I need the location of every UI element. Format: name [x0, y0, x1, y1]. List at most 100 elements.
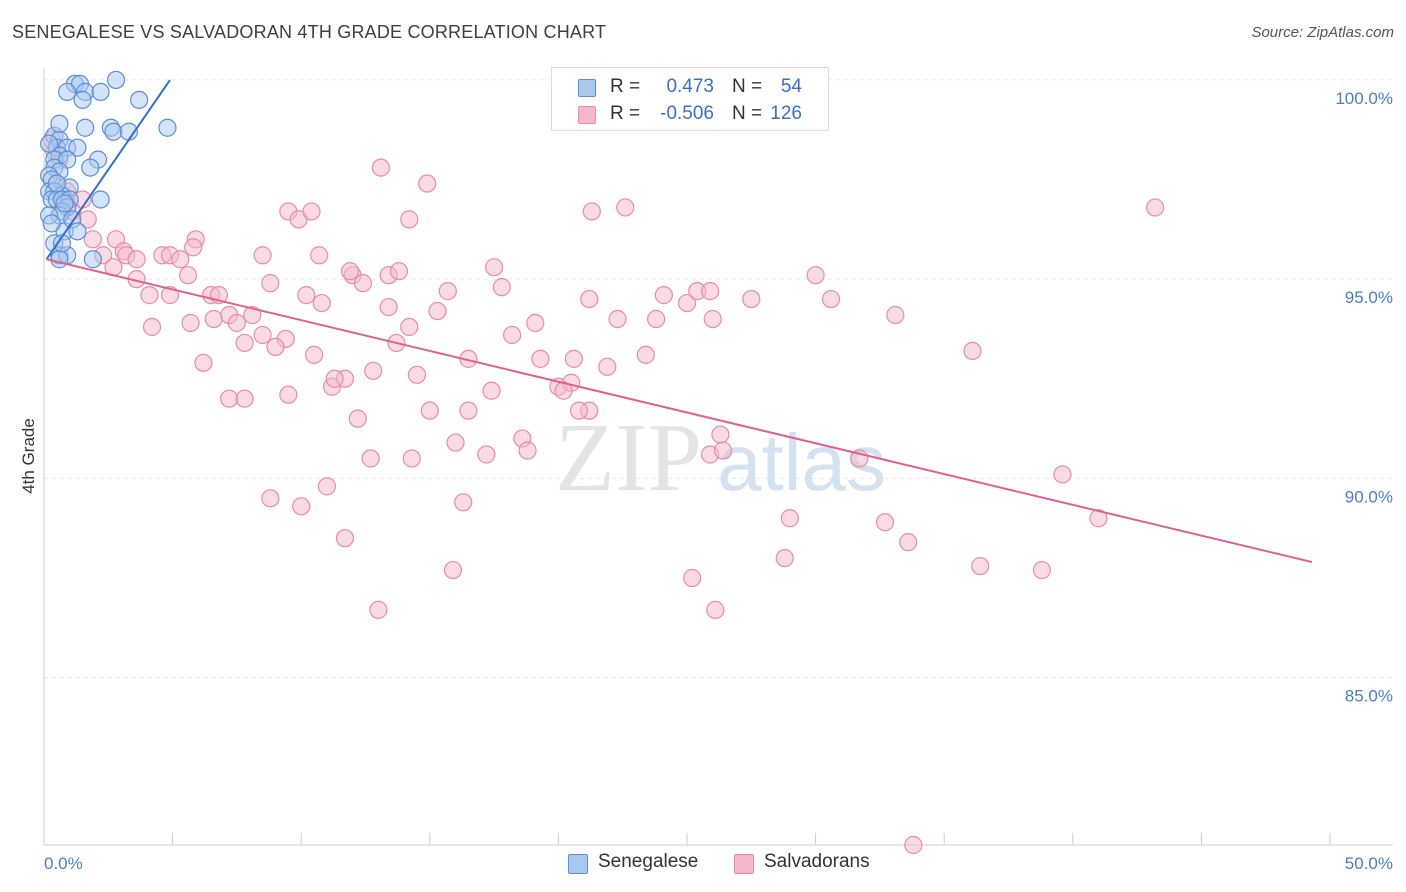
point-salvadorans — [279, 385, 298, 404]
point-salvadorans — [485, 258, 504, 277]
y-tick-label: 100.0% — [1335, 89, 1393, 108]
point-senegalese — [104, 122, 123, 141]
point-salvadorans — [971, 556, 990, 576]
legend-r-label: R = — [610, 103, 641, 124]
point-salvadorans — [348, 409, 367, 428]
x-tick-label: 0.0% — [44, 854, 83, 873]
point-salvadorans — [780, 509, 799, 528]
point-salvadorans — [407, 365, 427, 384]
point-salvadorans — [677, 293, 697, 313]
point-senegalese — [83, 250, 102, 269]
point-salvadorans — [904, 835, 923, 855]
point-salvadorans — [243, 305, 262, 325]
point-senegalese — [52, 234, 72, 253]
point-senegalese — [40, 134, 59, 153]
chart-title: SENEGALESE VS SALVADORAN 4TH GRADE CORRE… — [12, 22, 607, 42]
point-salvadorans — [292, 497, 311, 516]
legend-r-value: -0.506 — [660, 103, 714, 124]
y-tick-labels: 85.0% 90.0% 95.0% 100.0% — [1335, 89, 1393, 706]
point-salvadorans — [564, 349, 583, 368]
point-salvadorans — [443, 560, 463, 580]
point-salvadorans — [420, 401, 439, 420]
point-salvadorans — [701, 282, 720, 301]
point-senegalese — [50, 250, 69, 269]
point-salvadorans — [142, 317, 162, 337]
point-salvadorans — [400, 210, 419, 229]
y-tick-label: 95.0% — [1345, 288, 1393, 307]
point-salvadorans — [569, 401, 589, 420]
point-salvadorans — [683, 568, 702, 588]
point-senegalese — [106, 70, 126, 90]
point-senegalese — [130, 90, 149, 109]
point-salvadorans — [389, 262, 409, 281]
legend-n-value: 126 — [770, 103, 802, 124]
series-swatch-pink — [734, 854, 754, 874]
point-salvadorans — [580, 289, 599, 309]
y-tick-label: 85.0% — [1345, 687, 1393, 706]
point-salvadorans — [492, 278, 511, 297]
point-salvadorans — [369, 600, 388, 619]
point-salvadorans — [127, 250, 146, 269]
point-salvadorans — [353, 274, 373, 293]
point-salvadorans — [518, 441, 537, 460]
point-salvadorans — [1032, 560, 1052, 580]
point-salvadorans — [482, 381, 501, 400]
point-senegalese — [55, 194, 74, 213]
x-tick-label: 50.0% — [1345, 854, 1393, 873]
point-salvadorans — [477, 445, 496, 464]
point-salvadorans — [325, 369, 344, 388]
point-salvadorans — [775, 548, 794, 568]
point-salvadorans — [899, 533, 918, 552]
watermark-zip: ZIP — [555, 404, 702, 512]
point-salvadorans — [379, 297, 398, 317]
point-salvadorans — [297, 286, 316, 305]
point-senegalese — [91, 82, 110, 101]
point-salvadorans — [266, 337, 285, 357]
point-salvadorans — [340, 262, 360, 281]
y-axis-title: 4th Grade — [19, 418, 38, 494]
point-salvadorans — [310, 246, 329, 265]
legend-row-senegalese: R = 0.473 N = 54 — [552, 75, 828, 101]
point-salvadorans — [503, 325, 522, 345]
point-salvadorans — [261, 274, 280, 293]
point-salvadorans — [454, 493, 473, 512]
point-salvadorans — [371, 158, 391, 177]
watermark: ZIP atlas — [555, 404, 886, 512]
point-senegalese — [76, 118, 95, 137]
point-salvadorans — [438, 282, 457, 301]
legend-row-salvadorans: R = -0.506 N = 126 — [552, 102, 828, 128]
point-senegalese — [91, 190, 110, 209]
point-salvadorans — [711, 425, 730, 444]
point-senegalese — [58, 82, 77, 101]
source-label: Source: ZipAtlas.com — [1251, 24, 1394, 41]
point-salvadorans — [459, 401, 478, 420]
point-salvadorans — [1089, 509, 1108, 528]
point-salvadorans — [317, 477, 337, 496]
trend-line-salvadorans — [46, 258, 1313, 564]
trend-layer — [45, 79, 1313, 564]
series-swatch-blue — [568, 854, 588, 874]
point-salvadorans — [1053, 465, 1072, 484]
point-salvadorans — [227, 313, 246, 333]
point-salvadorans — [181, 313, 200, 333]
point-senegalese — [68, 222, 87, 241]
point-salvadorans — [428, 301, 447, 321]
point-salvadorans — [582, 202, 601, 221]
point-salvadorans — [608, 309, 627, 329]
point-salvadorans — [706, 600, 725, 619]
point-salvadorans — [875, 513, 895, 532]
series-label-salvadorans: Salvadorans — [764, 851, 870, 872]
point-salvadorans — [302, 202, 321, 221]
point-salvadorans — [361, 449, 380, 468]
point-salvadorans — [171, 250, 190, 269]
legend-swatch-pink — [578, 106, 596, 124]
point-salvadorans — [160, 286, 180, 305]
point-salvadorans — [184, 238, 203, 257]
point-salvadorans — [654, 286, 673, 305]
point-senegalese — [47, 174, 66, 193]
point-salvadorans — [402, 449, 421, 468]
point-salvadorans — [204, 309, 223, 329]
point-salvadorans — [636, 345, 655, 364]
point-senegalese — [158, 118, 177, 137]
